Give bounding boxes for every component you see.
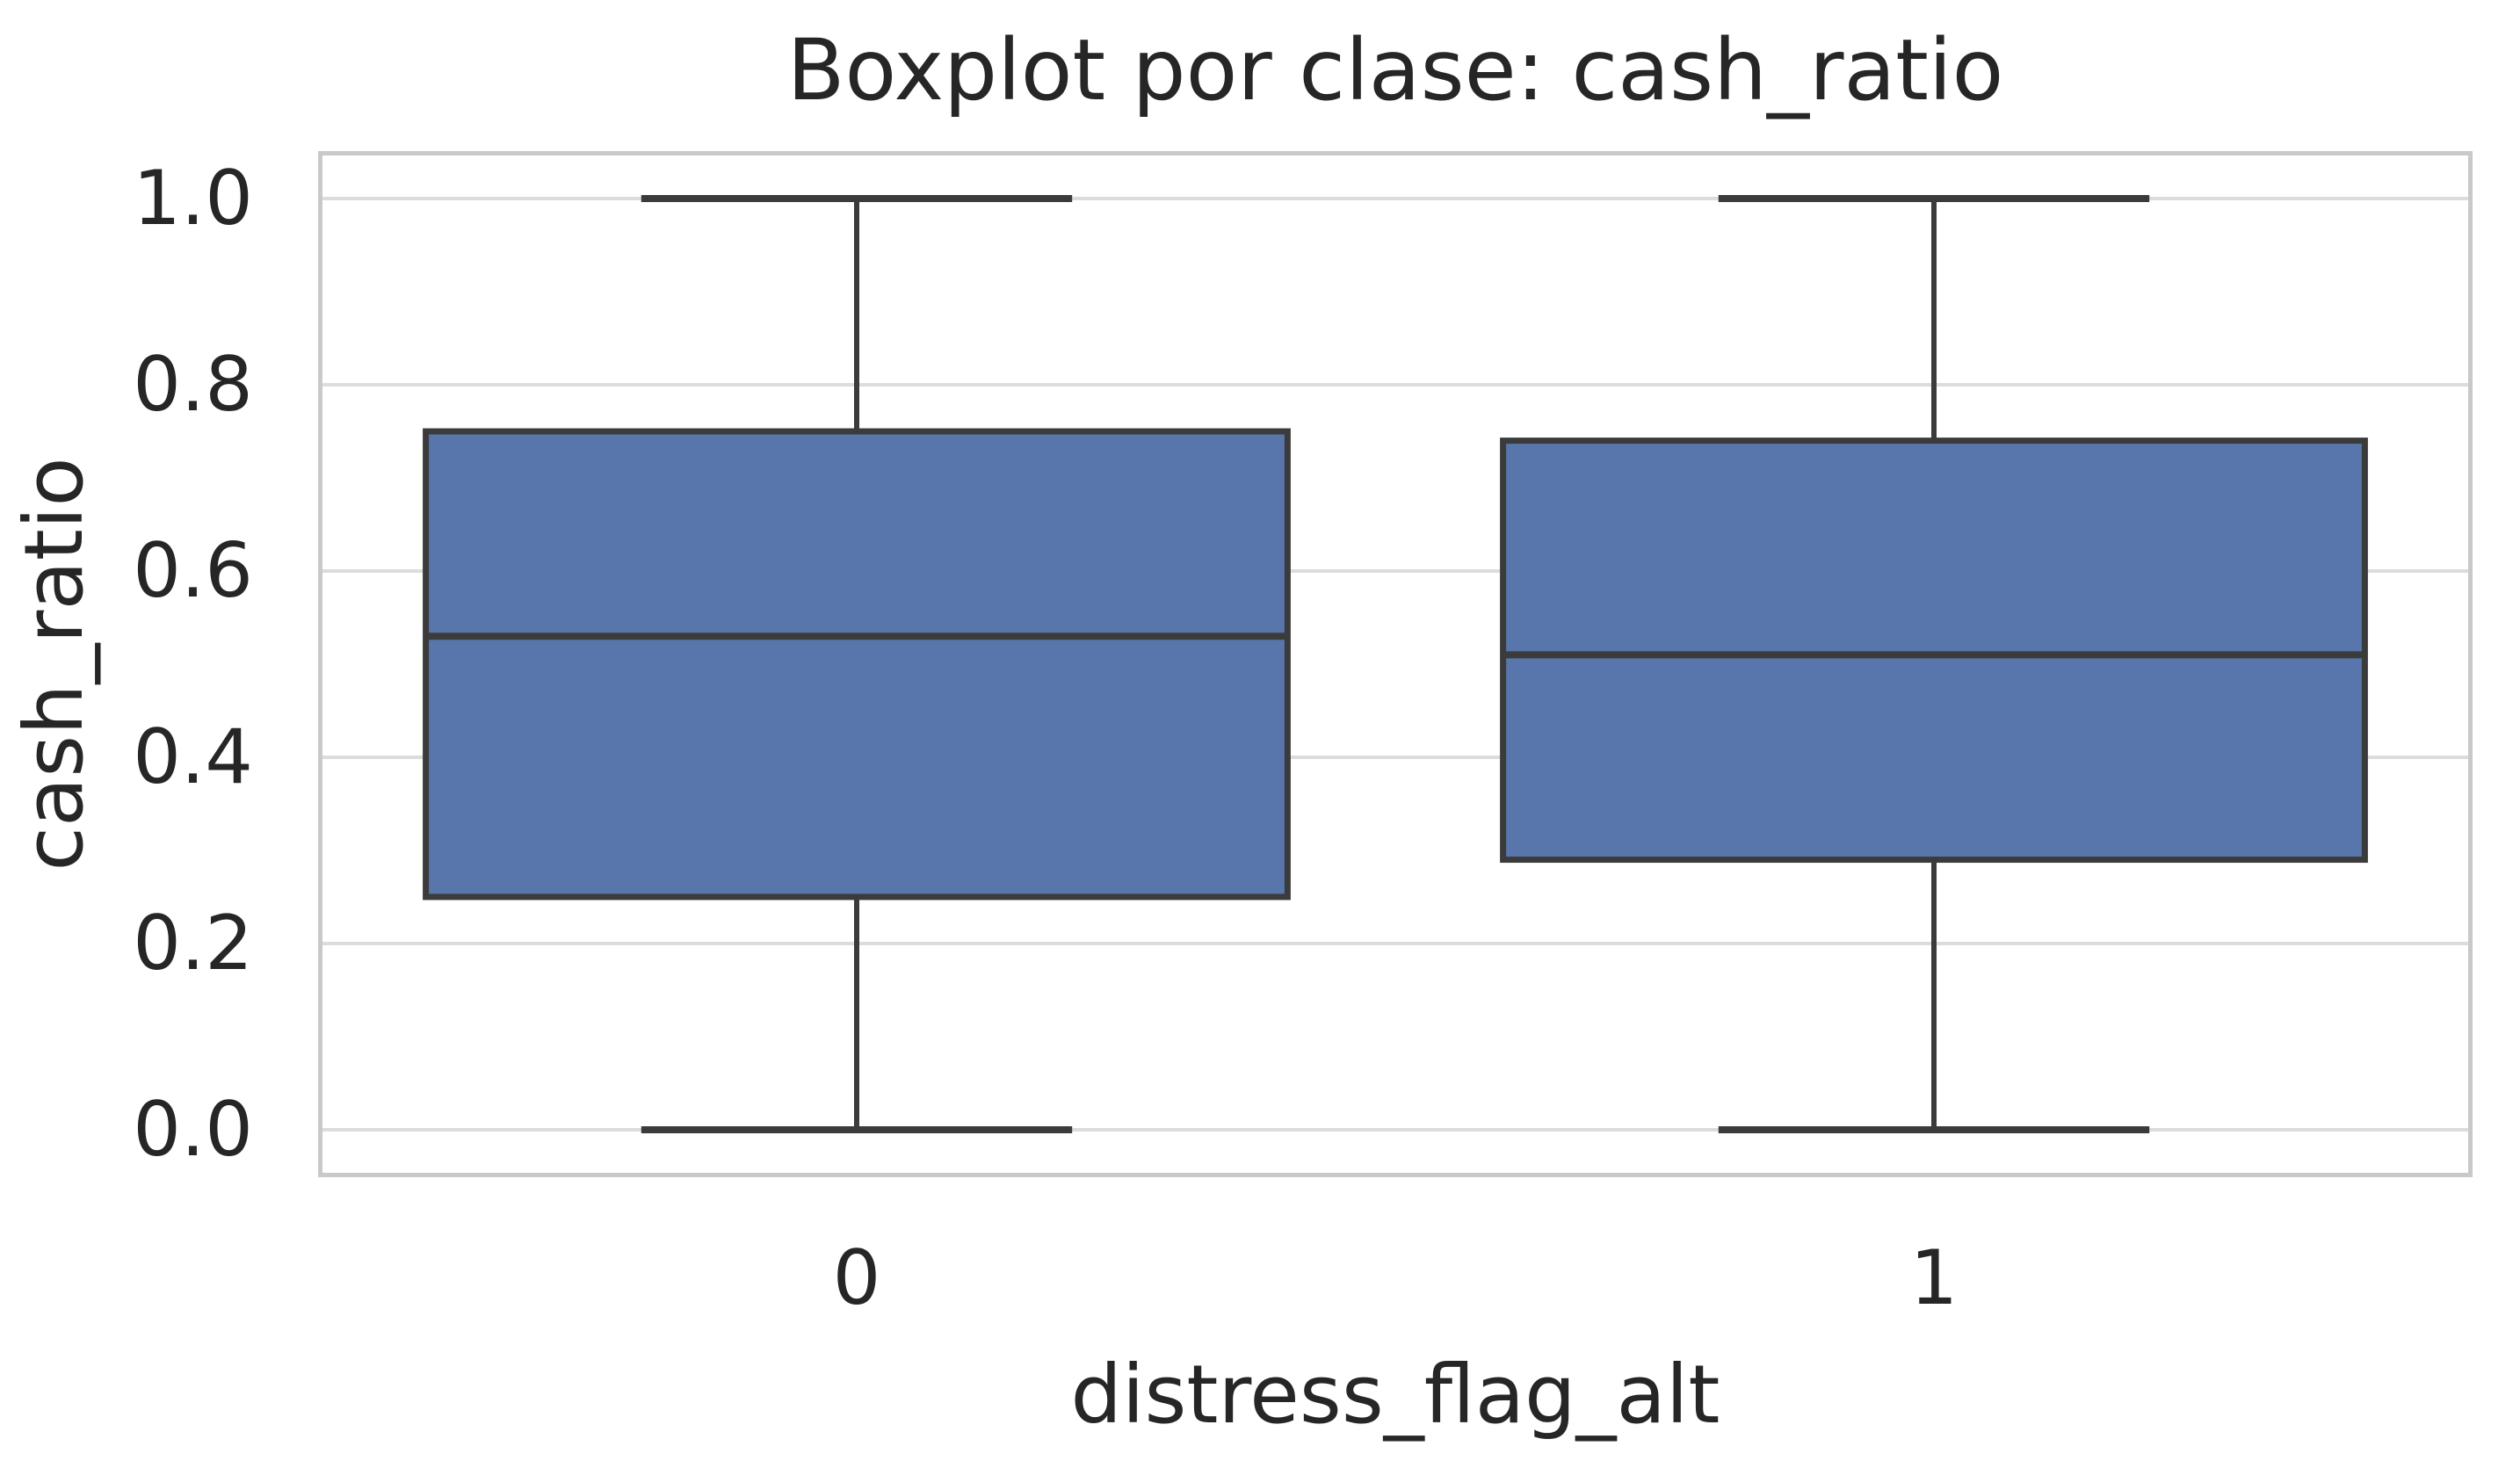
x-tick-label: 0: [832, 1234, 881, 1322]
x-tick-label: 1: [1909, 1234, 1959, 1322]
x-axis-label: distress_flag_alt: [1070, 1348, 1720, 1442]
chart-title: Boxplot por clase: cash_ratio: [786, 21, 2004, 119]
y-axis-label: cash_ratio: [7, 457, 101, 871]
box: [423, 428, 1291, 900]
plot-border: [318, 151, 2473, 1177]
plot-area: [318, 151, 2473, 1177]
y-tick-label: 1.0: [133, 155, 253, 243]
y-tick-label: 0.0: [133, 1085, 253, 1174]
y-tick-label: 0.2: [133, 899, 253, 987]
y-tick-label: 0.6: [133, 527, 253, 615]
box: [1500, 438, 2368, 864]
y-tick-label: 0.8: [133, 341, 253, 430]
y-tick-label: 0.4: [133, 712, 253, 801]
